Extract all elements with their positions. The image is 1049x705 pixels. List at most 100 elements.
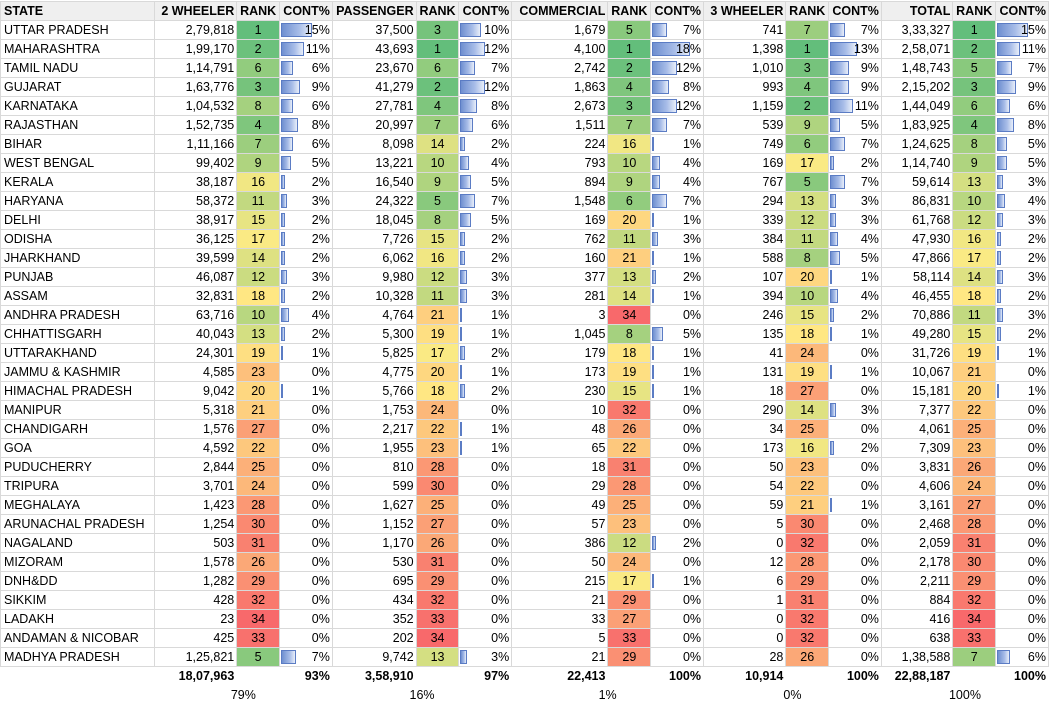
cell-total[interactable]: 1,83,925 [880, 115, 954, 135]
cell-rank[interactable]: 3 [607, 96, 652, 116]
cell-cont[interactable]: 0% [828, 609, 882, 629]
cell-cont[interactable]: 0% [279, 533, 333, 553]
cell-cont[interactable]: 10% [458, 20, 513, 40]
cell-total[interactable]: 46,455 [880, 286, 954, 306]
cell-state[interactable]: BIHAR [0, 134, 155, 154]
cell-rank[interactable]: 33 [236, 628, 281, 648]
share-value[interactable]: 0% [703, 685, 882, 705]
cell-cont[interactable]: 1% [650, 381, 705, 401]
cell-cont[interactable]: 3% [828, 191, 882, 211]
header-cont[interactable]: CONT% [650, 1, 705, 21]
cell-passenger[interactable]: 4,775 [331, 362, 417, 382]
cell-rank[interactable]: 2 [415, 77, 460, 97]
cell-rank[interactable]: 8 [415, 210, 460, 230]
cell-passenger[interactable]: 5,766 [331, 381, 417, 401]
cell-cont[interactable]: 5% [995, 153, 1049, 173]
total-cont[interactable]: 93% [279, 666, 333, 686]
cell-total[interactable]: 1,38,588 [880, 647, 954, 667]
cell-rank[interactable]: 30 [785, 514, 830, 534]
cell-3-wheeler[interactable]: 394 [703, 286, 787, 306]
cell-passenger[interactable]: 23,670 [331, 58, 417, 78]
cell-rank[interactable]: 16 [952, 229, 997, 249]
cell-rank[interactable]: 4 [236, 115, 281, 135]
cell-rank[interactable]: 34 [607, 305, 652, 325]
cell-rank[interactable]: 8 [785, 248, 830, 268]
cell-rank[interactable]: 11 [607, 229, 652, 249]
cell-total[interactable]: 4,606 [880, 476, 954, 496]
cell-passenger[interactable]: 695 [331, 571, 417, 591]
cell-commercial[interactable]: 173 [511, 362, 609, 382]
cell-cont[interactable]: 18% [650, 39, 705, 59]
cell-cont[interactable]: 11% [279, 39, 333, 59]
cell-rank[interactable]: 24 [952, 476, 997, 496]
cell-cont[interactable]: 0% [828, 514, 882, 534]
cell-cont[interactable]: 0% [650, 438, 705, 458]
cell-rank[interactable]: 31 [607, 457, 652, 477]
cell-cont[interactable]: 0% [279, 590, 333, 610]
cell-2-wheeler[interactable]: 2,844 [153, 457, 238, 477]
cell-rank[interactable]: 13 [236, 324, 281, 344]
cell-passenger[interactable]: 6,062 [331, 248, 417, 268]
cell-rank[interactable]: 9 [607, 172, 652, 192]
cell-2-wheeler[interactable]: 1,576 [153, 419, 238, 439]
cell-cont[interactable]: 0% [458, 571, 513, 591]
cell-total[interactable]: 70,886 [880, 305, 954, 325]
cell-rank[interactable]: 26 [415, 533, 460, 553]
cell-state[interactable]: GUJARAT [0, 77, 155, 97]
cell-cont[interactable]: 0% [279, 476, 333, 496]
cell-cont[interactable]: 1% [650, 248, 705, 268]
cell-rank[interactable]: 23 [415, 438, 460, 458]
cell-rank[interactable]: 18 [415, 381, 460, 401]
cell-cont[interactable]: 0% [995, 495, 1049, 515]
cell-cont[interactable]: 7% [828, 20, 882, 40]
cell-total[interactable]: 2,211 [880, 571, 954, 591]
cell-rank[interactable]: 6 [236, 58, 281, 78]
cell-rank[interactable]: 15 [952, 324, 997, 344]
cell-cont[interactable]: 4% [650, 172, 705, 192]
cell-rank[interactable]: 10 [236, 305, 281, 325]
cell-cont[interactable]: 8% [995, 115, 1049, 135]
cell-rank[interactable]: 1 [607, 39, 652, 59]
cell-state[interactable]: ARUNACHAL PRADESH [0, 514, 155, 534]
cell-cont[interactable]: 6% [279, 96, 333, 116]
cell-state[interactable]: MAHARASHTRA [0, 39, 155, 59]
cell-2-wheeler[interactable]: 40,043 [153, 324, 238, 344]
cell-rank[interactable]: 27 [236, 419, 281, 439]
cell-rank[interactable]: 25 [952, 419, 997, 439]
cell-state[interactable]: LADAKH [0, 609, 155, 629]
cell-cont[interactable]: 1% [458, 419, 513, 439]
cell-2-wheeler[interactable]: 63,716 [153, 305, 238, 325]
cell-rank[interactable]: 1 [415, 39, 460, 59]
cell-cont[interactable]: 0% [828, 628, 882, 648]
cell-passenger[interactable]: 1,152 [331, 514, 417, 534]
cell-cont[interactable]: 5% [279, 153, 333, 173]
cell-cont[interactable]: 0% [279, 609, 333, 629]
cell-rank[interactable]: 20 [607, 210, 652, 230]
cell-rank[interactable]: 10 [415, 153, 460, 173]
cell-3-wheeler[interactable]: 34 [703, 419, 787, 439]
cell-cont[interactable]: 1% [458, 324, 513, 344]
cell-3-wheeler[interactable]: 767 [703, 172, 787, 192]
cell-2-wheeler[interactable]: 46,087 [153, 267, 238, 287]
cell-2-wheeler[interactable]: 38,917 [153, 210, 238, 230]
cell-cont[interactable]: 5% [828, 115, 882, 135]
cell-rank[interactable]: 4 [415, 96, 460, 116]
cell-3-wheeler[interactable]: 28 [703, 647, 787, 667]
cell-rank[interactable]: 12 [952, 210, 997, 230]
cell-total[interactable]: 59,614 [880, 172, 954, 192]
cell-commercial[interactable]: 5 [511, 628, 609, 648]
cell-cont[interactable]: 0% [995, 400, 1049, 420]
cell-rank[interactable]: 27 [415, 514, 460, 534]
cell-cont[interactable]: 0% [995, 552, 1049, 572]
cell-state[interactable]: JHARKHAND [0, 248, 155, 268]
cell-cont[interactable]: 0% [279, 552, 333, 572]
cell-cont[interactable]: 0% [279, 419, 333, 439]
cell-2-wheeler[interactable]: 1,11,166 [153, 134, 238, 154]
cell-rank[interactable]: 21 [785, 495, 830, 515]
cell-commercial[interactable]: 762 [511, 229, 609, 249]
cell-passenger[interactable]: 16,540 [331, 172, 417, 192]
cell-rank[interactable]: 21 [415, 305, 460, 325]
cell-rank[interactable]: 13 [607, 267, 652, 287]
cell-passenger[interactable]: 18,045 [331, 210, 417, 230]
cell-rank[interactable]: 29 [607, 647, 652, 667]
